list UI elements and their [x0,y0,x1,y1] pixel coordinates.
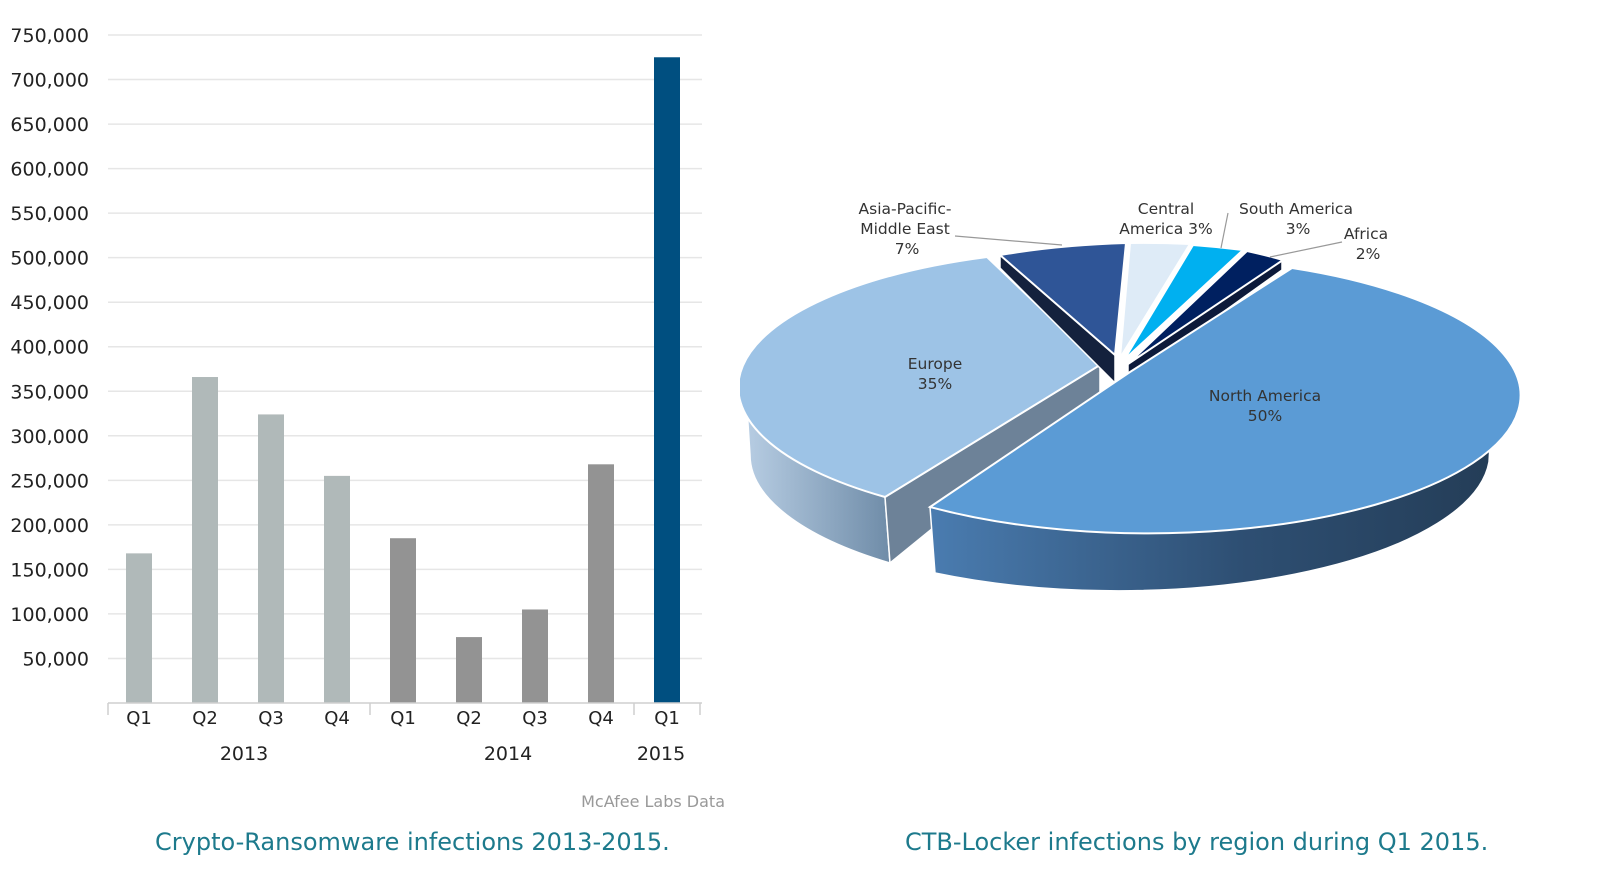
x-axis-categories: Q1 Q2 Q3 Q4 Q1 Q2 Q3 Q4 Q1 [126,708,680,729]
y-tick-label: 200,000 [10,515,89,537]
label-north-america-pct: 50% [1248,407,1282,425]
label-apme-line2: Middle East [860,220,950,238]
pie-slice-central-america [1119,241,1192,359]
label-north-america: North America [1209,387,1321,405]
y-tick-label: 100,000 [10,604,89,626]
y-tick-label: 450,000 [10,292,89,314]
y-tick-label: 550,000 [10,203,89,225]
label-central-america-line1: Central [1138,200,1194,218]
label-central-america-line2: America 3% [1119,220,1212,238]
bar [126,553,152,703]
label-europe: Europe [908,355,963,373]
y-tick-label: 600,000 [10,159,89,181]
x-category-label: Q2 [192,708,218,729]
pie-slice-europe [740,255,1102,499]
label-africa-pct: 2% [1356,245,1381,263]
x-group-year: 2015 [637,743,685,765]
pie-slice-apme [997,241,1128,358]
x-category-label: Q4 [588,708,614,729]
x-category-label: Q1 [126,708,152,729]
y-tick-label: 250,000 [10,470,89,492]
label-africa: Africa [1344,225,1388,243]
bar-chart-title: Crypto-Ransomware infections 2013-2015. [155,828,670,856]
pie-slice-north-america [927,266,1520,535]
y-tick-label: 500,000 [10,248,89,270]
source-note: McAfee Labs Data [581,792,725,811]
x-category-label: Q3 [522,708,548,729]
x-group-year: 2013 [220,743,268,765]
leader-lines [954,212,1343,258]
x-group-year: 2014 [484,743,532,765]
y-tick-label: 150,000 [10,559,89,581]
label-south-america-pct: 3% [1286,220,1311,238]
bar [654,57,680,704]
y-tick-label: 350,000 [10,381,89,403]
bar-chart: 50,000 100,000 150,000 200,000 250,000 300,00… [10,25,702,765]
bar [456,637,482,703]
label-apme-line1: Asia-Pacific- [859,200,952,218]
y-axis-ticks: 50,000 100,000 150,000 200,000 250,000 300,00… [10,25,89,670]
bar [192,377,218,703]
bar [258,414,284,703]
y-tick-label: 750,000 [10,25,89,47]
label-apme-pct: 7% [895,240,920,258]
y-tick-label: 400,000 [10,337,89,359]
pie-chart-title: CTB-Locker infections by region during Q… [905,828,1489,856]
bar [390,538,416,703]
bars [126,57,680,704]
x-category-label: Q3 [258,708,284,729]
bar [324,475,350,703]
bar [522,609,548,703]
y-tick-label: 650,000 [10,114,89,136]
label-south-america: South America [1239,200,1353,218]
y-tick-label: 300,000 [10,426,89,448]
x-axis [107,702,702,715]
pie-slice-south-america [1123,243,1246,361]
y-tick-label: 700,000 [10,70,89,92]
x-category-label: Q4 [324,708,350,729]
bar [588,464,614,703]
label-europe-pct: 35% [918,375,952,393]
x-category-label: Q1 [654,708,680,729]
x-category-label: Q1 [390,708,416,729]
y-tick-label: 50,000 [23,648,89,670]
pie-slice-africa [1127,249,1286,365]
pie-chart: North America 50% Europe 35% Asia-Pacifi… [740,200,1520,592]
x-category-label: Q2 [456,708,482,729]
x-axis-years: 2013 2014 2015 [220,743,685,765]
